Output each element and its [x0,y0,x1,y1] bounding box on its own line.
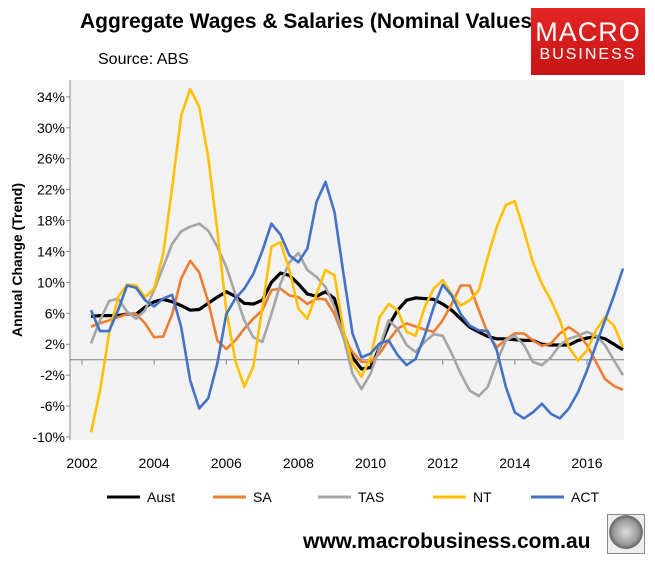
series-line-act [89,180,625,420]
y-tick-label: -6% [40,398,65,414]
legend-label-aust: Aust [147,489,175,505]
x-tick-label: 2002 [66,455,97,471]
legend-label-act: ACT [571,489,599,505]
y-tick-label: -2% [40,367,65,383]
y-tick-label: 14% [37,243,65,259]
x-tick-label: 2010 [355,455,386,471]
logo-line2: BUSINESS [539,46,637,63]
x-tick-label: 2008 [283,455,314,471]
legend-label-tas: TAS [358,489,384,505]
y-tick-label: 18% [37,213,65,229]
logo-line1: MACRO [535,17,641,47]
series-line-tas [89,222,625,398]
wolf-logo-icon [607,514,645,554]
legend-label-sa: SA [253,489,272,505]
macrobusiness-logo: MACRO BUSINESS [531,8,645,75]
website-url: www.macrobusiness.com.au [303,530,591,553]
x-tick-label: 2004 [139,455,170,471]
y-tick-label: 6% [45,305,65,321]
series-line-sa [90,259,624,391]
x-tick-label: 2014 [499,455,530,471]
y-axis-title: Annual Change (Trend) [9,183,25,337]
x-tick-label: 2016 [571,455,602,471]
x-tick-label: 2006 [211,455,242,471]
series-line-nt [89,87,625,433]
y-tick-label: 34% [37,89,65,105]
chart-source: Source: ABS [98,51,189,68]
y-tick-label: 10% [37,274,65,290]
chart-title: Aggregate Wages & Salaries (Nominal Valu… [80,10,540,33]
y-tick-label: -10% [32,429,65,445]
x-tick-label: 2012 [427,455,458,471]
y-tick-label: 26% [37,151,65,167]
y-tick-label: 22% [37,182,65,198]
y-tick-label: 30% [37,120,65,136]
y-tick-label: 2% [45,336,65,352]
plot-area [70,80,624,440]
legend-label-nt: NT [473,489,492,505]
